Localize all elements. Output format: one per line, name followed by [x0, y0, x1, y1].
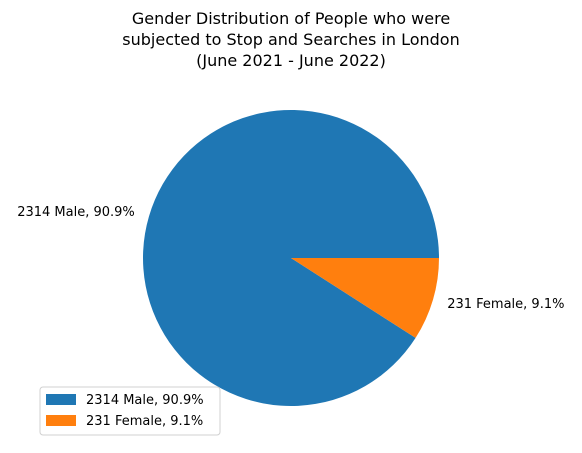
slice-label-female: 231 Female, 9.1%: [447, 297, 564, 312]
slice-label-male: 2314 Male, 90.9%: [17, 205, 135, 220]
chart-title-line-3: (June 2021 - June 2022): [196, 51, 386, 70]
legend-label-female: 231 Female, 9.1%: [86, 414, 203, 429]
legend-label-male: 2314 Male, 90.9%: [86, 393, 204, 408]
slice-labels: 2314 Male, 90.9% 231 Female, 9.1%: [17, 205, 564, 312]
legend: 2314 Male, 90.9% 231 Female, 9.1%: [39, 386, 221, 436]
legend-swatch-male: [46, 394, 76, 405]
pie-slices: [143, 109, 439, 407]
legend-frame: [39, 386, 221, 436]
chart-title-line-1: Gender Distribution of People who were: [132, 9, 450, 28]
chart-title: Gender Distribution of People who were s…: [122, 9, 459, 70]
chart-title-line-2: subjected to Stop and Searches in London: [122, 30, 459, 49]
legend-swatch-female: [46, 415, 76, 426]
pie-slice-female: [291, 258, 439, 338]
